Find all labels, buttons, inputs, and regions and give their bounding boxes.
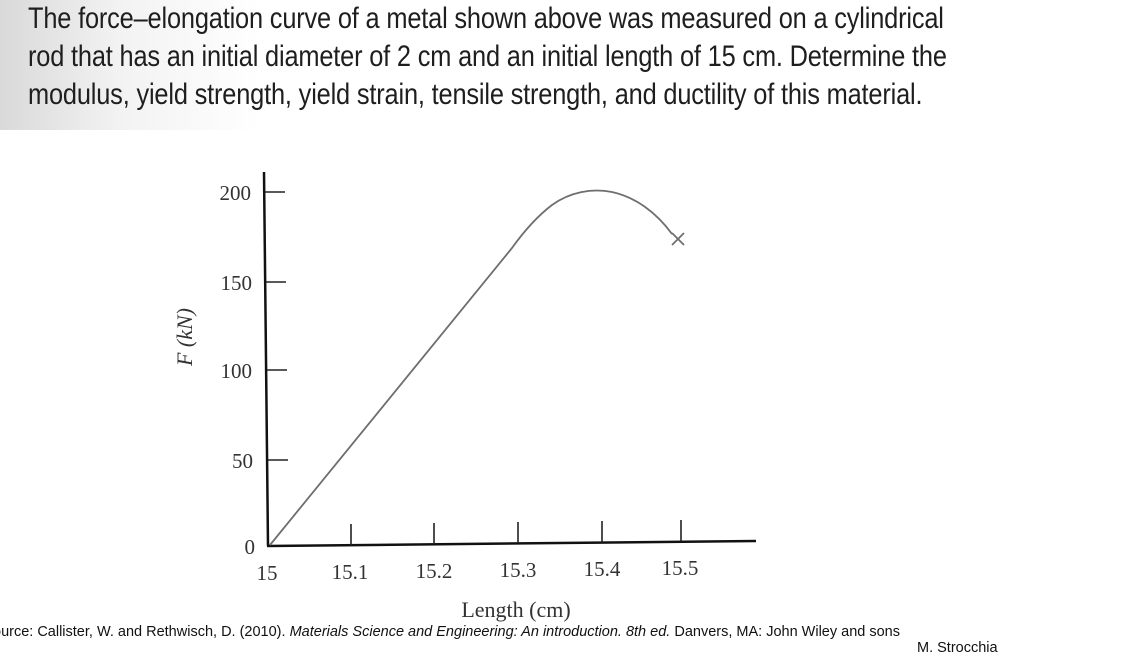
x-tick-labels: 15 15.1 15.2 15.3 15.4 15.5 <box>257 556 699 585</box>
x-tick-15-3: 15.3 <box>500 558 537 582</box>
y-ticks <box>265 191 288 461</box>
x-tick-15-1: 15.1 <box>332 560 369 584</box>
x-axis-title: Length (cm) <box>461 597 570 622</box>
source-citation: ource: Callister, W. and Rethwisch, D. (… <box>0 624 900 640</box>
scan-shadow <box>0 0 260 130</box>
y-axis-title: F (kN) <box>172 308 197 367</box>
source-prefix: ource: Callister, W. and Rethwisch, D. (… <box>0 624 290 640</box>
source-title: Materials Science and Engineering: An in… <box>289 624 671 640</box>
y-tick-50: 50 <box>232 449 253 473</box>
fracture-x-icon <box>671 232 685 246</box>
x-tick-15: 15 <box>257 561 278 585</box>
x-tick-15-2: 15.2 <box>416 559 453 583</box>
author-credit: M. Strocchia <box>917 640 998 656</box>
y-tick-0: 0 <box>245 535 256 559</box>
y-tick-labels: 200 150 100 50 0 <box>220 181 256 559</box>
y-axis <box>262 171 270 547</box>
y-tick-100: 100 <box>221 359 253 383</box>
x-axis <box>266 539 757 548</box>
x-tick-15-5: 15.5 <box>662 556 699 580</box>
problem-line-3: modulus, yield strength, yield strain, t… <box>28 78 923 111</box>
y-tick-150: 150 <box>221 271 253 295</box>
problem-line-2: rod that has an initial diameter of 2 cm… <box>28 40 947 73</box>
y-tick-200: 200 <box>220 181 252 205</box>
force-elongation-curve <box>269 189 673 546</box>
x-tick-15-4: 15.4 <box>584 557 621 581</box>
x-ticks <box>350 520 682 545</box>
source-suffix: Danvers, MA: John Wiley and sons <box>670 624 900 640</box>
problem-line-1: The force–elongation curve of a metal sh… <box>28 2 944 35</box>
problem-statement: The force–elongation curve of a metal sh… <box>28 0 947 114</box>
